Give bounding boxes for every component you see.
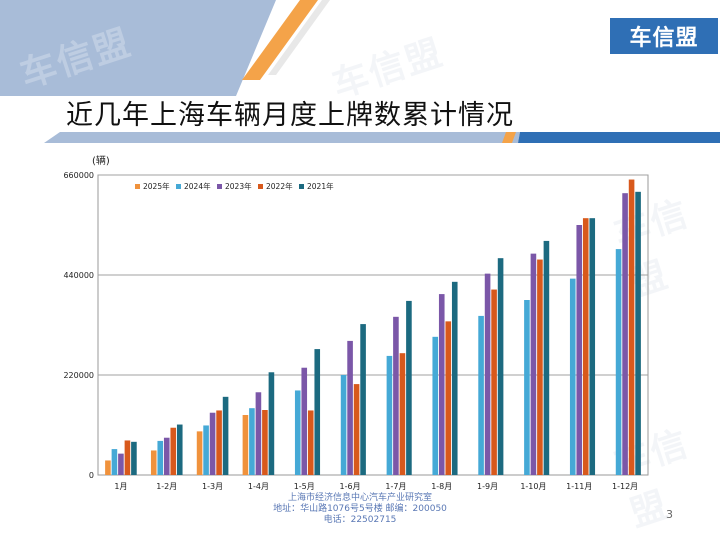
bar bbox=[209, 412, 216, 475]
bar bbox=[399, 353, 406, 475]
bar bbox=[451, 281, 458, 475]
bar bbox=[150, 450, 157, 475]
y-tick-label: 660000 bbox=[63, 171, 94, 180]
bar bbox=[301, 367, 308, 475]
bar bbox=[249, 408, 255, 475]
footer-phone: 电话：22502715 bbox=[323, 515, 397, 525]
brand-logo: 车信盟 bbox=[608, 16, 720, 56]
bar bbox=[268, 372, 275, 475]
bar bbox=[491, 289, 497, 475]
bar bbox=[582, 218, 589, 475]
legend-label: 2023年 bbox=[225, 181, 252, 191]
bar bbox=[393, 316, 399, 475]
bar bbox=[294, 390, 301, 475]
legend-label: 2024年 bbox=[184, 181, 211, 191]
legend-swatch bbox=[299, 184, 304, 189]
header-background bbox=[0, 0, 330, 96]
x-tick-label: 1-10月 bbox=[520, 482, 546, 491]
bar bbox=[386, 355, 393, 475]
legend-label: 2025年 bbox=[143, 181, 170, 191]
bar bbox=[203, 425, 209, 475]
bar bbox=[576, 225, 583, 475]
legend-swatch bbox=[135, 184, 140, 189]
y-tick-label: 0 bbox=[89, 471, 94, 480]
x-tick-label: 1-6月 bbox=[340, 482, 361, 491]
x-tick-label: 1-11月 bbox=[566, 482, 592, 491]
x-tick-label: 1-3月 bbox=[202, 482, 223, 491]
bar bbox=[111, 449, 118, 475]
bar bbox=[157, 440, 164, 475]
page-title: 近几年上海车辆月度上牌数累计情况 bbox=[66, 100, 514, 131]
watermark-3: 车信盟 bbox=[609, 193, 695, 306]
bar bbox=[445, 321, 452, 475]
bar bbox=[569, 278, 576, 475]
bar bbox=[497, 258, 504, 475]
bar bbox=[347, 340, 353, 475]
x-tick-label: 1-7月 bbox=[385, 482, 406, 491]
x-tick-label: 1-5月 bbox=[294, 482, 315, 491]
bar bbox=[196, 431, 203, 475]
x-tick-label: 1-8月 bbox=[431, 482, 452, 491]
footer-address: 地址：华山路1076号5号楼 邮编：200050 bbox=[273, 504, 447, 514]
bar bbox=[360, 324, 366, 475]
x-tick-label: 1-4月 bbox=[248, 482, 269, 491]
bar bbox=[524, 300, 530, 475]
plot-area-border bbox=[97, 174, 649, 476]
bar bbox=[170, 427, 177, 475]
y-tick-label: 220000 bbox=[63, 371, 94, 380]
bar bbox=[163, 437, 170, 475]
bar bbox=[255, 392, 262, 475]
footer-org: 上海市经济信息中心汽车产业研究室 bbox=[287, 493, 432, 503]
x-tick-label: 1-2月 bbox=[156, 482, 177, 491]
page-number: 3 bbox=[666, 508, 673, 521]
bar bbox=[216, 410, 222, 475]
x-tick-label: 1月 bbox=[114, 482, 127, 491]
bar bbox=[432, 336, 439, 475]
x-tick-label: 1-9月 bbox=[477, 482, 498, 491]
bar bbox=[484, 273, 491, 475]
bar bbox=[340, 375, 347, 475]
legend-swatch bbox=[258, 184, 263, 189]
bar bbox=[530, 253, 537, 475]
bar bbox=[262, 410, 268, 475]
bar bbox=[118, 453, 124, 475]
bar bbox=[537, 259, 543, 475]
legend-label: 2022年 bbox=[266, 181, 293, 191]
bar bbox=[131, 441, 137, 475]
bar bbox=[438, 294, 445, 475]
bar bbox=[406, 300, 412, 475]
y-tick-label: 440000 bbox=[63, 271, 94, 280]
legend-swatch bbox=[176, 184, 181, 189]
bar bbox=[589, 218, 596, 475]
bar bbox=[543, 240, 550, 475]
bar bbox=[105, 460, 111, 475]
bar bbox=[478, 315, 484, 475]
bar bbox=[242, 415, 249, 475]
bar bbox=[124, 440, 131, 475]
title-underline bbox=[44, 132, 720, 143]
footer: 上海市经济信息中心汽车产业研究室 地址：华山路1076号5号楼 邮编：20005… bbox=[0, 493, 720, 526]
y-axis-unit-label: (辆) bbox=[92, 156, 110, 167]
bar bbox=[353, 384, 360, 475]
bar bbox=[307, 410, 314, 475]
legend-swatch bbox=[217, 184, 222, 189]
bar bbox=[314, 349, 321, 475]
legend-label: 2021年 bbox=[307, 181, 334, 191]
bar bbox=[176, 424, 183, 475]
bar bbox=[222, 396, 229, 475]
